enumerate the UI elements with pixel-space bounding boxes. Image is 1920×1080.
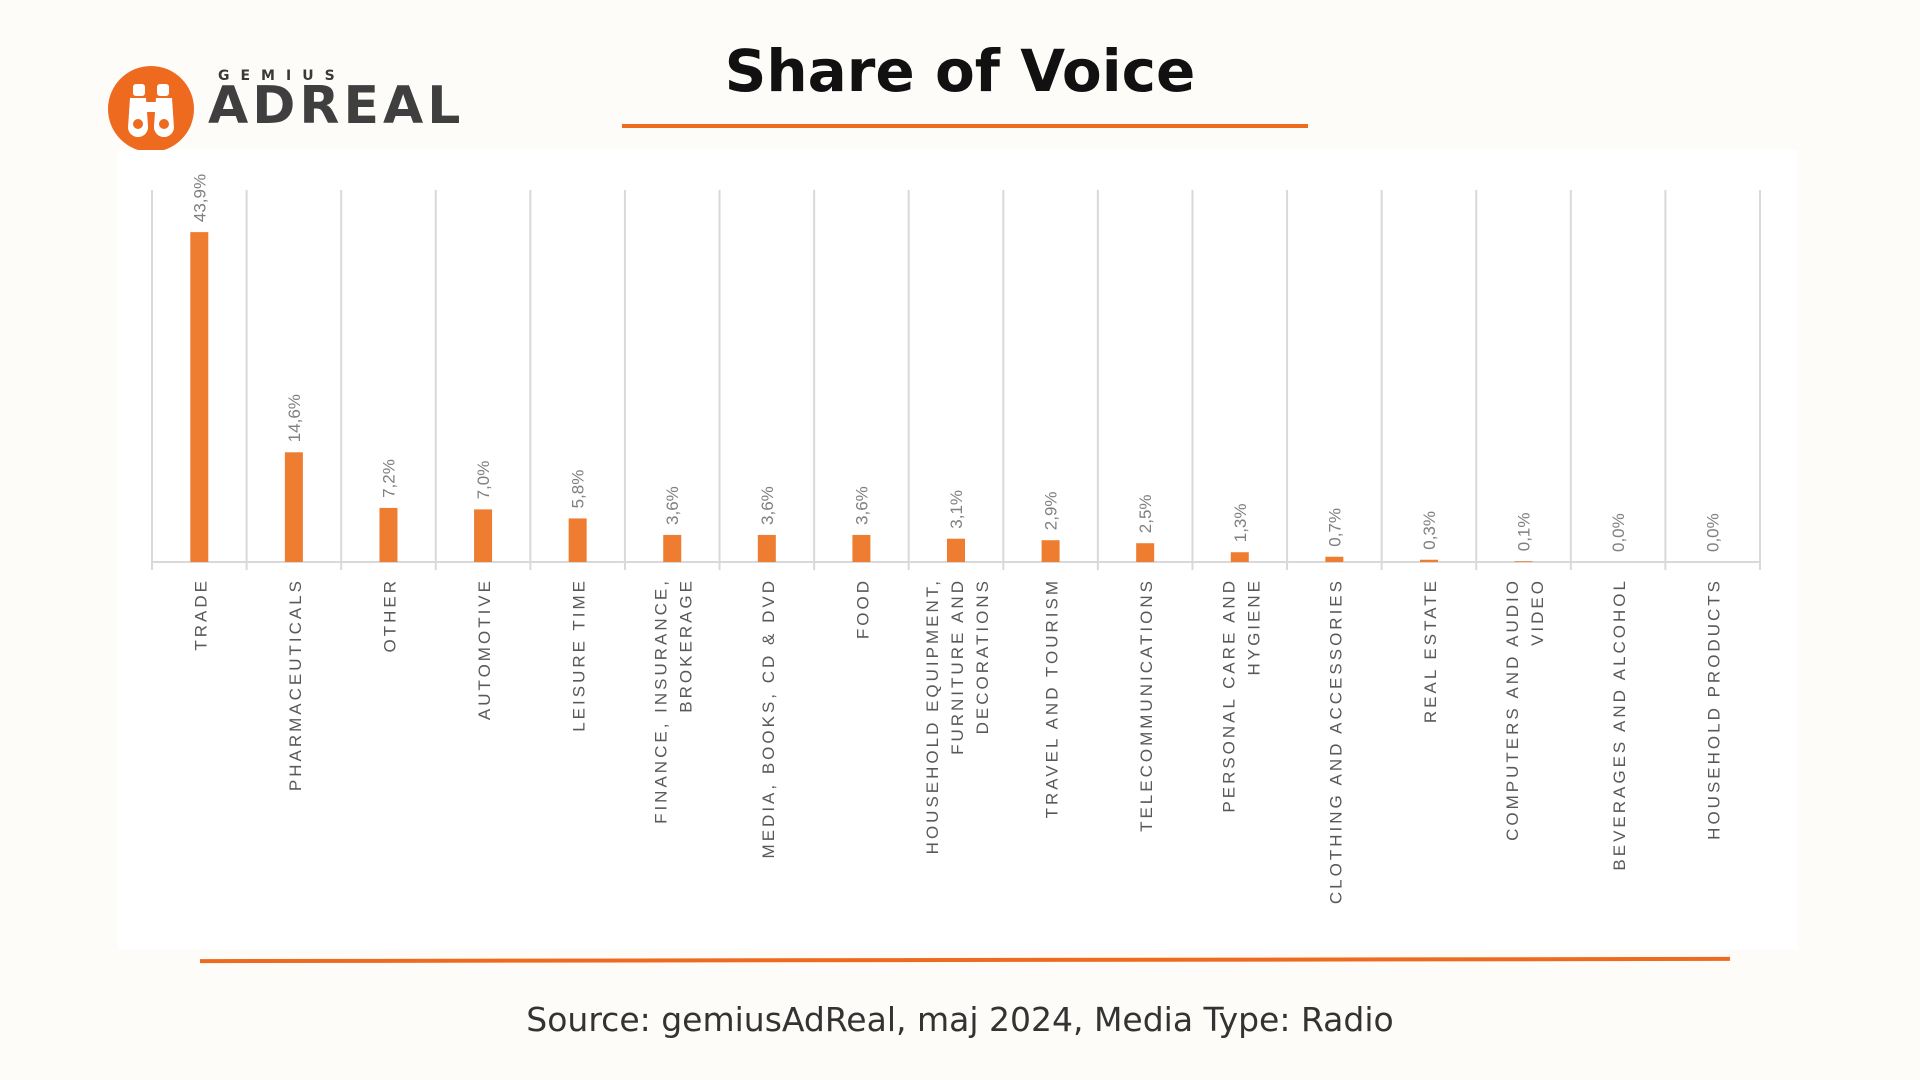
logo-small-text: GEMIUS: [218, 68, 346, 84]
category-label-5: LEISURE TIME: [570, 578, 589, 732]
category-label-6: FINANCE, INSURANCE, BROKERAGE: [652, 578, 696, 824]
tick-label: TRADE: [191, 578, 210, 651]
category-label-9: HOUSEHOLD EQUIPMENT, FURNITURE AND DECORAT…: [923, 578, 992, 854]
tick-label: PHARMACEUTICALS: [286, 578, 305, 791]
tick-label: TRAVEL AND TOURISM: [1043, 578, 1062, 818]
category-label-12: PERSONAL CARE AND HYGIENE: [1219, 578, 1263, 813]
data-label: 0,0%: [1704, 513, 1723, 552]
page-title: Share of Voice: [724, 37, 1196, 105]
tick-label: HYGIENE: [1244, 578, 1263, 676]
tick-label: CLOTHING AND ACCESSORIES: [1326, 578, 1345, 904]
tick-label: VIDEO: [1528, 578, 1547, 646]
tick-label: BROKERAGE: [677, 578, 696, 713]
bar-4: [474, 509, 493, 562]
binoculars-icon: [108, 66, 194, 152]
title-underline: [622, 124, 1308, 128]
data-label: 0,1%: [1515, 512, 1534, 551]
tick-label: FOOD: [853, 578, 872, 639]
data-label: 1,3%: [1231, 503, 1250, 542]
bar-9: [947, 538, 965, 562]
bar-12: [1230, 552, 1249, 562]
bar-7: [757, 534, 776, 562]
category-label-15: COMPUTERS AND AUDIO VIDEO: [1503, 578, 1547, 841]
category-label-4: AUTOMOTIVE: [475, 578, 494, 720]
chart-panel: 43,9% TRADE 14,6% PHARMACEUTICALS 7,2% OTHER 7…: [118, 150, 1798, 950]
tick-label: COMPUTERS AND AUDIO: [1503, 578, 1522, 841]
tick-label: AUTOMOTIVE: [475, 578, 494, 720]
category-label-16: BEVERAGES AND ALCOHOL: [1610, 578, 1629, 871]
data-label: 2,5%: [1136, 494, 1155, 533]
bar-11: [1136, 543, 1155, 562]
tick-label: TELECOMMUNICATIONS: [1137, 578, 1156, 832]
data-label: 7,2%: [379, 459, 398, 498]
data-label: 3,6%: [758, 486, 777, 525]
category-label-17: HOUSEHOLD PRODUCTS: [1705, 578, 1724, 840]
category-label-11: TELECOMMUNICATIONS: [1137, 578, 1156, 832]
data-label: 43,9%: [190, 174, 209, 222]
logo-big-text: ADREAL: [208, 76, 465, 136]
category-label-1: TRADE: [191, 578, 210, 651]
bottom-divider: [199, 956, 1731, 964]
tick-label: REAL ESTATE: [1421, 578, 1440, 723]
bar-3: [379, 507, 398, 562]
bar-5: [568, 518, 587, 562]
category-label-14: REAL ESTATE: [1421, 578, 1440, 723]
tick-label: FURNITURE AND: [948, 578, 967, 755]
category-label-10: TRAVEL AND TOURISM: [1043, 578, 1062, 818]
tick-label: LEISURE TIME: [570, 578, 589, 732]
data-label: 0,3%: [1420, 511, 1439, 550]
category-label-3: OTHER: [380, 578, 399, 653]
data-label: 3,6%: [852, 486, 871, 525]
data-label: 5,8%: [569, 470, 588, 509]
tick-label: HOUSEHOLD EQUIPMENT,: [923, 578, 942, 854]
tick-label: PERSONAL CARE AND: [1219, 578, 1238, 813]
category-label-13: CLOTHING AND ACCESSORIES: [1326, 578, 1345, 904]
category-label-7: MEDIA, BOOKS, CD & DVD: [759, 578, 778, 858]
tick-label: FINANCE, INSURANCE,: [652, 578, 671, 824]
bar-6: [663, 534, 682, 562]
category-label-8: FOOD: [853, 578, 872, 639]
category-label-2: PHARMACEUTICALS: [286, 578, 305, 791]
gemius-adreal-logo: GEMIUS ADREAL: [108, 64, 460, 154]
tick-label: HOUSEHOLD PRODUCTS: [1705, 578, 1724, 840]
bar-13: [1325, 556, 1344, 562]
bar-2: [284, 452, 303, 562]
data-label: 0,0%: [1609, 513, 1628, 552]
data-label: 0,7%: [1325, 508, 1344, 547]
tick-label: DECORATIONS: [973, 578, 992, 734]
data-label: 14,6%: [285, 394, 304, 442]
data-label: 3,1%: [947, 490, 966, 529]
data-label: 7,0%: [474, 461, 493, 500]
bar-14: [1419, 559, 1438, 562]
tick-label: MEDIA, BOOKS, CD & DVD: [759, 578, 778, 858]
tick-label: BEVERAGES AND ALCOHOL: [1610, 578, 1629, 871]
source-caption: Source: gemiusAdReal, maj 2024, Media Ty…: [526, 1000, 1394, 1039]
bar-15: [1514, 561, 1533, 562]
bar-8: [852, 534, 871, 562]
data-label: 3,6%: [663, 486, 682, 525]
data-label: 2,9%: [1042, 491, 1061, 530]
tick-label: OTHER: [380, 578, 399, 653]
bar-10: [1041, 540, 1060, 562]
bar-1: [190, 232, 209, 562]
bar-chart: 43,9% TRADE 14,6% PHARMACEUTICALS 7,2% OTHER 7…: [151, 174, 1761, 904]
